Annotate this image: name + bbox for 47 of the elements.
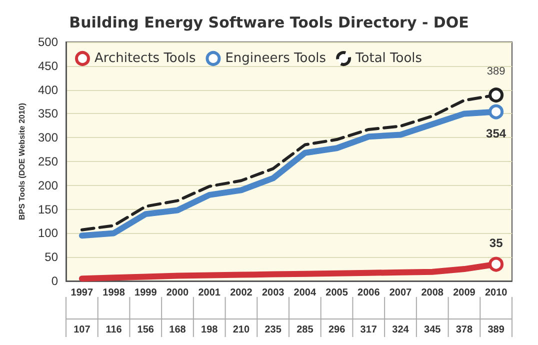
- chart-title: Building Energy Software Tools Directory - DOE: [69, 14, 469, 32]
- y-tick-label: 500: [38, 35, 58, 49]
- data-label: 354: [486, 126, 506, 140]
- data-label: 116: [106, 324, 122, 336]
- annotation: 389: [486, 66, 506, 78]
- y-tick-label: 150: [38, 202, 58, 216]
- data-label: 198: [201, 324, 218, 336]
- x-tick-label: 2005: [326, 288, 348, 298]
- x-tick-label: 2001: [198, 288, 221, 298]
- x-tick-label: 2006: [358, 288, 380, 298]
- x-tick-label: 2000: [166, 288, 190, 298]
- x-tick-label: 2010: [484, 288, 508, 298]
- data-label: 389: [488, 324, 505, 336]
- x-tick-label: 2008: [421, 288, 444, 298]
- y-axis-title: BPS Tools (DOE Website 2010): [18, 102, 26, 220]
- y-tick-label: 300: [38, 130, 58, 145]
- data-label: 285: [296, 324, 314, 336]
- x-tick-label: 1999: [134, 288, 158, 298]
- legend-label: Total Tools: [354, 51, 422, 66]
- data-label: 235: [264, 324, 282, 336]
- x-tick-label: 2007: [389, 288, 412, 298]
- x-tick-label: 1997: [70, 288, 94, 298]
- y-tick-label: 350: [38, 106, 58, 121]
- data-label: 345: [424, 324, 442, 336]
- data-label: 168: [169, 324, 186, 336]
- y-tick-label: 450: [38, 58, 58, 73]
- data-label: 107: [74, 324, 91, 336]
- data-label: 296: [328, 324, 346, 336]
- x-tick-label: 1998: [102, 288, 126, 298]
- y-tick-label: 0: [51, 274, 58, 288]
- x-tick-label: 2004: [294, 288, 316, 298]
- data-label: 156: [137, 324, 154, 336]
- y-tick-label: 50: [44, 250, 58, 264]
- y-tick-label: 200: [38, 178, 58, 192]
- x-tick-label: 2002: [230, 288, 253, 298]
- y-tick-label: 250: [38, 154, 58, 168]
- legend-label: Architects Tools: [94, 51, 196, 66]
- data-label: 378: [456, 324, 473, 336]
- x-tick-label: 2003: [262, 288, 285, 298]
- data-label: 324: [392, 324, 410, 336]
- legend-label: Engineers Tools: [225, 51, 326, 66]
- x-tick-label: 2009: [453, 288, 476, 298]
- data-label: 210: [232, 324, 250, 336]
- y-tick-label: 400: [38, 82, 58, 97]
- y-tick-label: 100: [38, 226, 58, 240]
- data-label: 317: [360, 324, 378, 336]
- data-label: 35: [489, 236, 504, 250]
